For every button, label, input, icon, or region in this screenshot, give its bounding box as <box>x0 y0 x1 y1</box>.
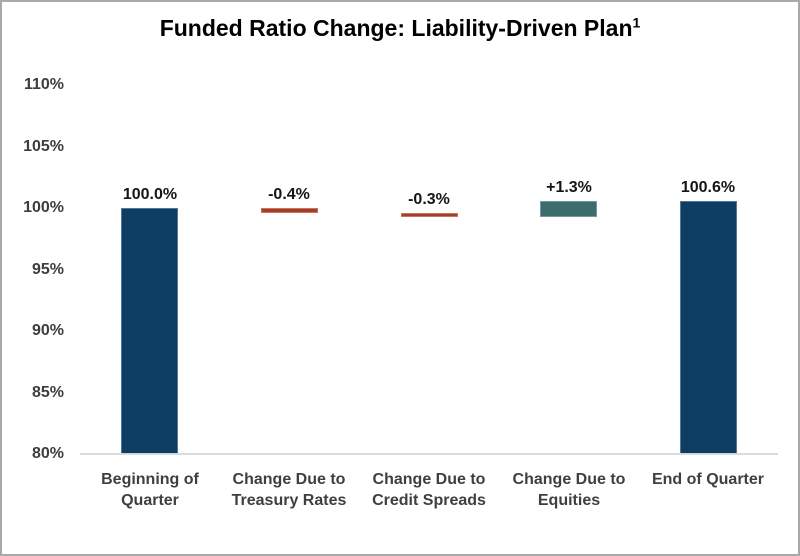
y-axis-tick-label-105: 105% <box>23 137 64 155</box>
waterfall-bar-beginning-of-quarter <box>121 208 178 454</box>
y-axis-tick-label-85: 85% <box>31 383 64 401</box>
x-axis-label-change-due-to-credit-spreads: Change Due to Credit Spreads <box>372 471 486 509</box>
chart-title-text: Funded Ratio Change: Liability-Driven Pl… <box>159 15 633 41</box>
waterfall-bar-change-due-to-equities <box>540 201 597 217</box>
x-axis-label-change-due-to-treasury-rates: Change Due to Treasury Rates <box>231 471 347 509</box>
y-axis-tick-label-110: 110% <box>23 76 64 93</box>
x-axis-line <box>80 452 778 455</box>
x-axis-label-end-of-quarter: End of Quarter <box>651 471 764 488</box>
chart-title: Funded Ratio Change: Liability-Driven Pl… <box>2 15 798 42</box>
chart-title-footnote-superscript: 1 <box>632 14 641 31</box>
y-axis-tick-label-90: 90% <box>31 322 64 339</box>
waterfall-bar-change-due-to-credit-spreads <box>401 213 458 217</box>
bar-value-label-change-due-to-equities: +1.3% <box>546 179 592 196</box>
y-axis-tick-label-95: 95% <box>31 260 64 278</box>
bar-value-label-change-due-to-treasury-rates: -0.4% <box>268 186 310 203</box>
x-axis-label-beginning-of-quarter: Beginning of Quarter <box>101 471 199 509</box>
bar-value-label-change-due-to-credit-spreads: -0.3% <box>408 191 450 208</box>
x-axis-label-change-due-to-equities: Change Due to Equities <box>512 471 626 509</box>
waterfall-bar-change-due-to-treasury-rates <box>261 208 318 213</box>
y-axis-tick-label-100: 100% <box>23 199 64 216</box>
y-axis-tick-label-80: 80% <box>31 445 64 462</box>
bar-value-label-beginning-of-quarter: 100.0% <box>122 186 178 203</box>
waterfall-bar-end-of-quarter <box>680 201 737 454</box>
bar-value-label-end-of-quarter: 100.6% <box>680 179 736 196</box>
